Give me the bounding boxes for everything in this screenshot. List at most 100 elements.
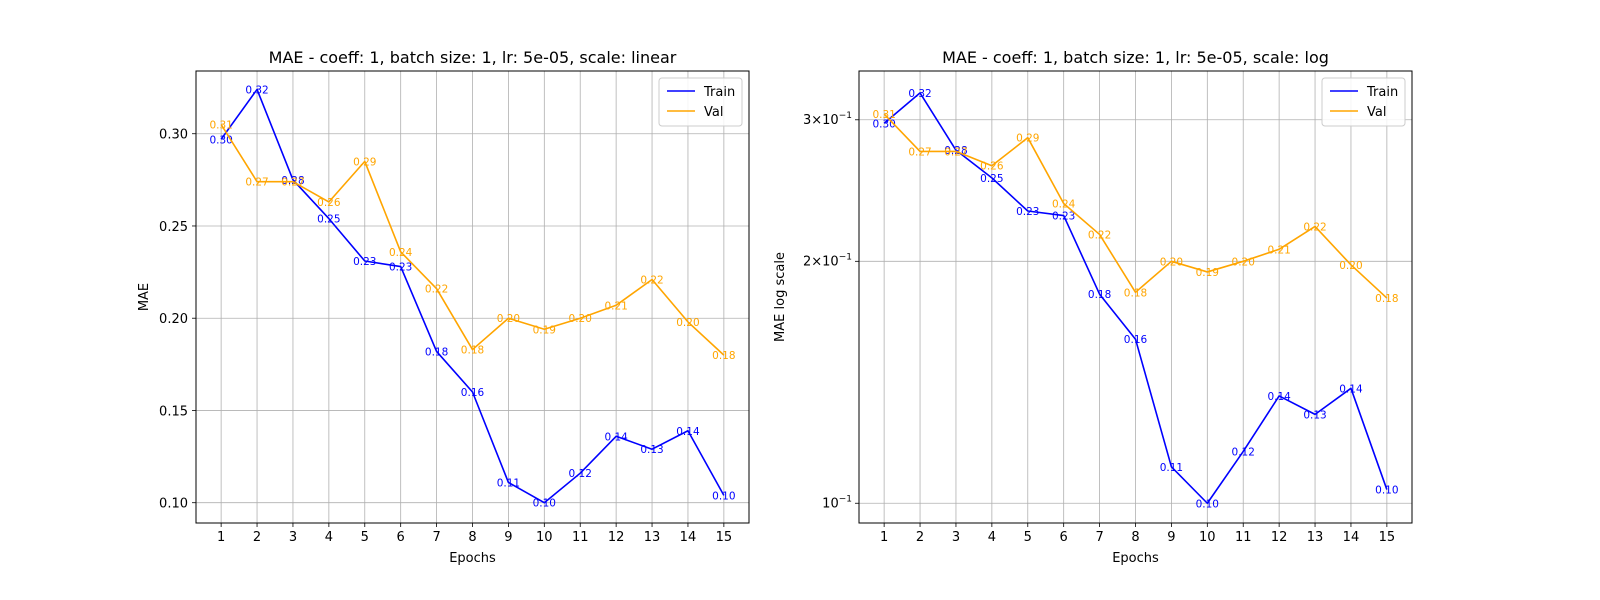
y-tick-label: 0.30 [159,128,188,143]
axes-frame [858,70,1413,524]
y-tick-label: 3×10−1 [803,111,852,128]
data-label-train: 0.14 [1267,391,1291,403]
log-chart: 1 2 3 4 5 6 7 8 9 10 11 12 13 14 1510−12×10−13×10−10.3… [773,48,1413,566]
data-label-val: 0.29 [353,156,376,168]
x-tick-label: 15 [1379,530,1396,545]
series-line-train [883,92,1388,505]
x-tick-label: 11 [1235,530,1252,545]
data-label-val: 0.20 [497,313,520,325]
x-tick-label: 11 [572,530,589,545]
legend-label-train: Train [703,85,735,100]
y-tick-label-exponent: −1 [839,111,852,121]
x-tick-label: 15 [716,530,733,545]
data-label-train: 0.23 [1016,206,1039,218]
x-tick-label: 13 [1307,530,1324,545]
x-tick-label: 4 [325,530,333,545]
data-label-train: 0.23 [1052,211,1075,223]
data-label-val: 0.19 [533,324,556,336]
legend: Train Val [1321,77,1406,127]
data-label-train: 0.12 [1232,446,1255,458]
x-axis-label: Epochs [1112,551,1159,566]
x-tick-label: 2 [916,530,924,545]
data-label-val: 0.27 [944,146,967,158]
data-label-train: 0.28 [281,175,304,187]
x-tick-label: 14 [680,530,697,545]
data-label-val: 0.22 [1303,221,1326,233]
data-label-val: 0.18 [712,350,735,362]
data-label-val: 0.31 [209,120,232,132]
x-tick-label: 6 [397,530,405,545]
data-label-train: 0.11 [497,477,520,489]
data-label-val: 0.22 [425,284,448,296]
data-label-train: 0.32 [908,88,931,100]
data-label-train: 0.12 [569,468,592,480]
legend-box [658,77,743,127]
x-tick-label: 5 [361,530,369,545]
data-label-val: 0.27 [281,177,304,189]
data-label-train: 0.10 [533,498,556,510]
data-label-train: 0.23 [353,256,376,268]
data-label-val: 0.19 [1196,267,1219,279]
data-label-val: 0.24 [1052,199,1076,211]
legend: Train Val [658,77,743,127]
y-tick-label: 0.15 [159,404,188,419]
series-line-val [883,113,1388,299]
x-tick-label: 12 [608,530,625,545]
axes-frame [195,70,750,524]
data-label-val: 0.21 [604,300,627,312]
data-label-val: 0.29 [1016,133,1039,145]
data-label-train: 0.18 [425,346,448,358]
y-tick-label: 0.10 [159,497,188,512]
data-label-val: 0.18 [461,345,484,357]
data-label-val: 0.27 [908,146,931,158]
x-tick-label: 9 [504,530,512,545]
x-tick-label: 7 [432,530,440,545]
data-label-train: 0.25 [317,214,340,226]
legend-label-train: Train [1366,85,1398,100]
data-label-val: 0.20 [1339,260,1362,272]
data-label-val: 0.22 [1088,229,1111,241]
x-axis-label: Epochs [449,551,496,566]
x-tick-label: 2 [253,530,261,545]
y-tick-label: 0.25 [159,220,188,235]
data-label-train: 0.23 [389,262,412,274]
data-label-val: 0.18 [1375,293,1398,305]
y-tick-label: 2×10−1 [803,252,852,269]
data-label-train: 0.10 [1375,485,1398,497]
x-tick-label: 13 [644,530,661,545]
x-tick-label: 1 [880,530,888,545]
x-tick-label: 8 [1131,530,1139,545]
data-label-val: 0.20 [676,317,699,329]
data-label-val: 0.31 [872,109,895,121]
data-label-train: 0.16 [461,387,485,399]
x-tick-label: 10 [1199,530,1216,545]
x-tick-label: 8 [468,530,476,545]
data-label-val: 0.21 [1267,244,1290,256]
data-label-train: 0.10 [1196,498,1219,510]
data-label-val: 0.18 [1124,287,1147,299]
data-label-train: 0.18 [1088,289,1111,301]
x-tick-label: 3 [952,530,960,545]
data-label-val: 0.20 [569,313,592,325]
data-label-train: 0.11 [1160,462,1183,474]
data-label-train: 0.16 [1124,334,1148,346]
data-label-train: 0.14 [604,431,628,443]
x-tick-label: 3 [289,530,297,545]
data-label-train: 0.25 [980,173,1003,185]
x-tick-label: 12 [1271,530,1288,545]
legend-box [1321,77,1406,127]
y-tick-label-exponent: −1 [839,252,852,262]
data-label-train: 0.14 [1339,383,1363,395]
data-label-val: 0.20 [1160,256,1183,268]
series-line-val [220,124,725,356]
chart-title: MAE - coeff: 1, batch size: 1, lr: 5e-05… [269,48,677,67]
x-tick-label: 4 [988,530,996,545]
series-line-train [220,88,725,504]
data-label-train: 0.30 [209,134,232,146]
data-label-train: 0.13 [640,444,663,456]
x-tick-label: 9 [1167,530,1175,545]
y-tick-label: 10−1 [822,494,852,511]
x-tick-label: 5 [1024,530,1032,545]
y-tick-label-base: 10 [822,496,839,511]
